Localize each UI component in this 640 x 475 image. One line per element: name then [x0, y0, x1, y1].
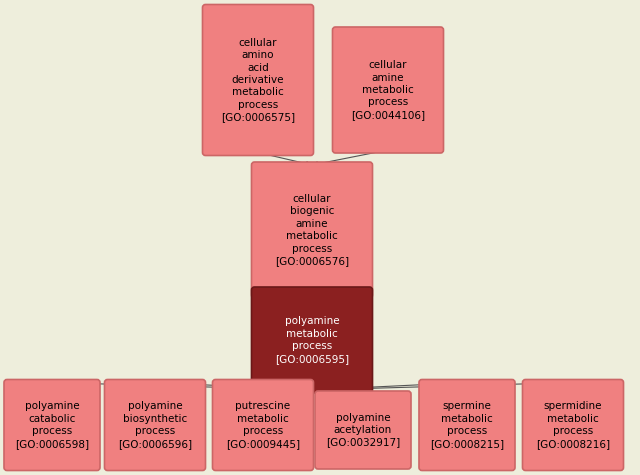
Text: cellular
biogenic
amine
metabolic
process
[GO:0006576]: cellular biogenic amine metabolic proces… — [275, 194, 349, 266]
FancyBboxPatch shape — [104, 380, 205, 471]
Text: spermidine
metabolic
process
[GO:0008216]: spermidine metabolic process [GO:0008216… — [536, 401, 610, 448]
Text: putrescine
metabolic
process
[GO:0009445]: putrescine metabolic process [GO:0009445… — [226, 401, 300, 448]
Text: cellular
amine
metabolic
process
[GO:0044106]: cellular amine metabolic process [GO:004… — [351, 60, 425, 120]
Text: polyamine
acetylation
[GO:0032917]: polyamine acetylation [GO:0032917] — [326, 413, 400, 447]
FancyBboxPatch shape — [252, 162, 372, 298]
Text: spermine
metabolic
process
[GO:0008215]: spermine metabolic process [GO:0008215] — [430, 401, 504, 448]
FancyBboxPatch shape — [419, 380, 515, 471]
Text: cellular
amino
acid
derivative
metabolic
process
[GO:0006575]: cellular amino acid derivative metabolic… — [221, 38, 295, 122]
FancyBboxPatch shape — [315, 391, 411, 469]
FancyBboxPatch shape — [4, 380, 100, 471]
Text: polyamine
catabolic
process
[GO:0006598]: polyamine catabolic process [GO:0006598] — [15, 401, 89, 448]
FancyBboxPatch shape — [212, 380, 314, 471]
FancyBboxPatch shape — [252, 287, 372, 393]
FancyBboxPatch shape — [333, 27, 444, 153]
Text: polyamine
biosynthetic
process
[GO:0006596]: polyamine biosynthetic process [GO:00065… — [118, 401, 192, 448]
FancyBboxPatch shape — [522, 380, 623, 471]
FancyBboxPatch shape — [202, 4, 314, 155]
Text: polyamine
metabolic
process
[GO:0006595]: polyamine metabolic process [GO:0006595] — [275, 316, 349, 363]
